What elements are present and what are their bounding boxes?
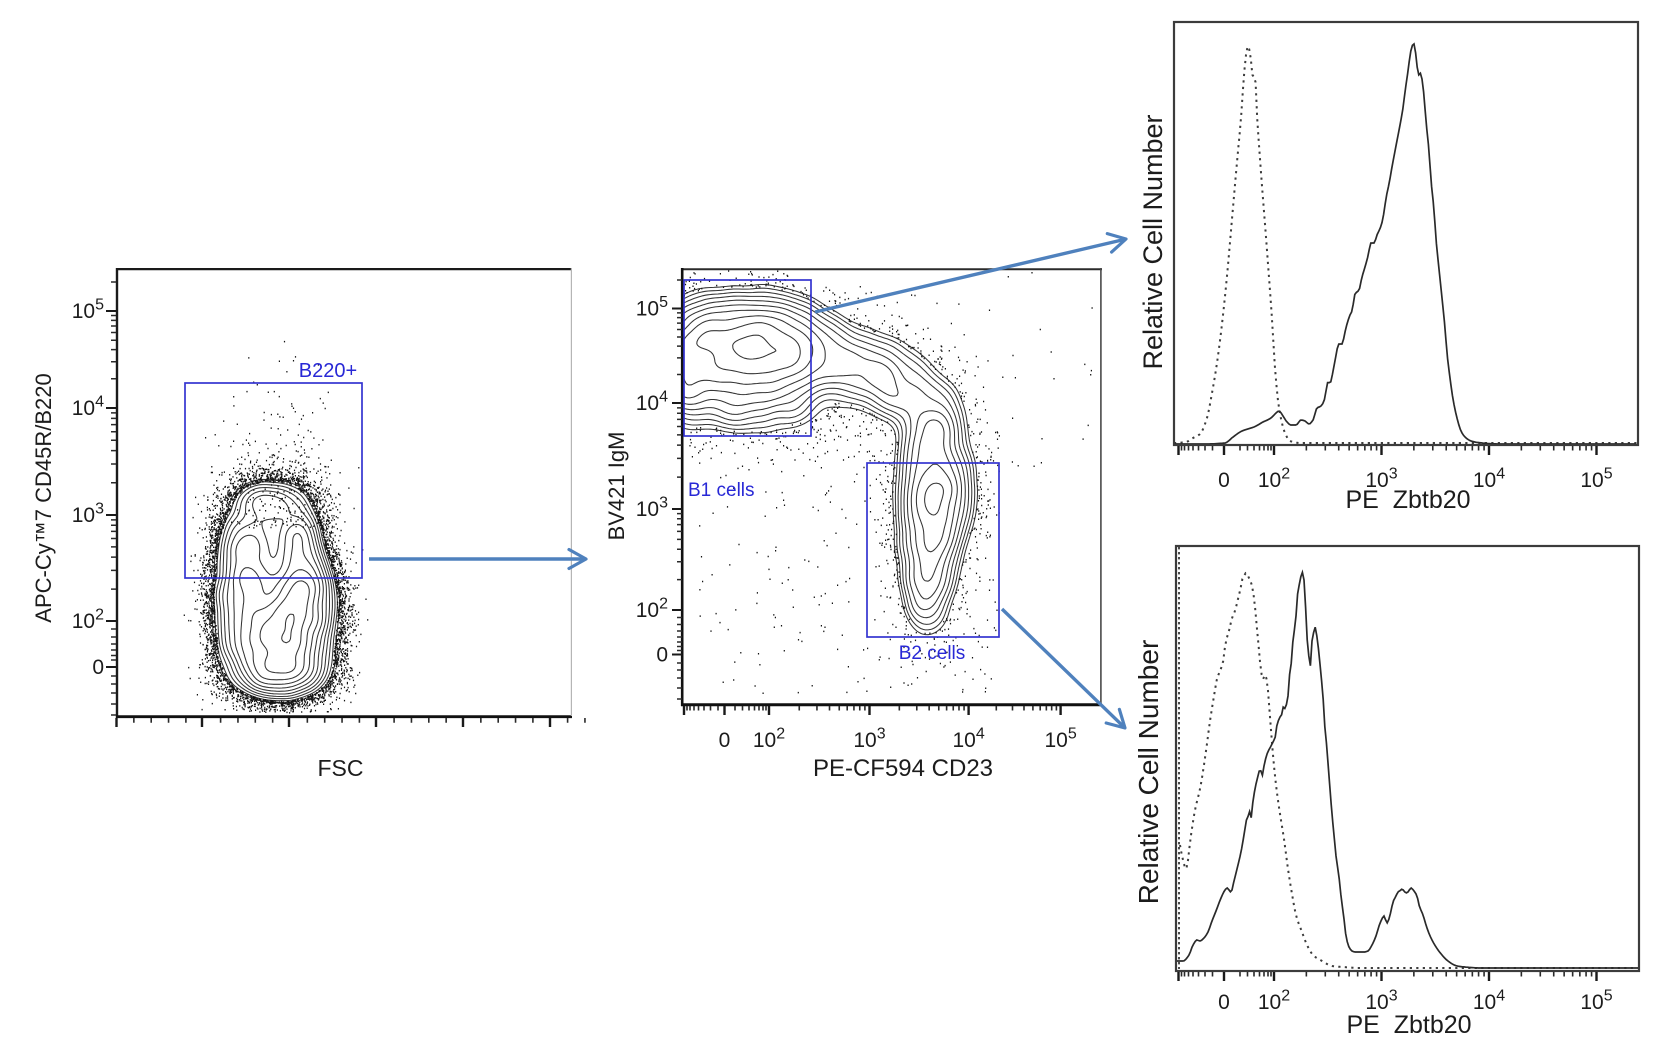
svg-text:APC-Cy™7 CD45R/B220: APC-Cy™7 CD45R/B220 xyxy=(31,373,56,622)
svg-text:105: 105 xyxy=(1580,988,1612,1015)
svg-text:BV421 IgM: BV421 IgM xyxy=(604,432,629,541)
svg-text:Relative Cell Number: Relative Cell Number xyxy=(1138,114,1168,369)
svg-text:PE-CF594 CD23: PE-CF594 CD23 xyxy=(813,755,993,782)
svg-text:B220+: B220+ xyxy=(299,360,357,382)
svg-text:102: 102 xyxy=(72,607,104,634)
svg-text:102: 102 xyxy=(1258,988,1290,1015)
svg-text:B1 cells: B1 cells xyxy=(688,480,755,501)
svg-text:0: 0 xyxy=(92,656,104,679)
svg-text:105: 105 xyxy=(72,297,104,324)
svg-text:0: 0 xyxy=(656,644,668,667)
svg-text:FSC: FSC xyxy=(318,755,364,781)
svg-text:PE Zbtb20: PE Zbtb20 xyxy=(1346,1011,1471,1039)
svg-text:0: 0 xyxy=(1218,469,1230,492)
svg-text:PE Zbtb20: PE Zbtb20 xyxy=(1345,486,1470,514)
svg-text:0: 0 xyxy=(719,729,731,752)
svg-text:B2 cells: B2 cells xyxy=(899,643,966,664)
svg-text:Relative Cell Number: Relative Cell Number xyxy=(1133,640,1164,905)
svg-text:0: 0 xyxy=(1218,991,1230,1014)
